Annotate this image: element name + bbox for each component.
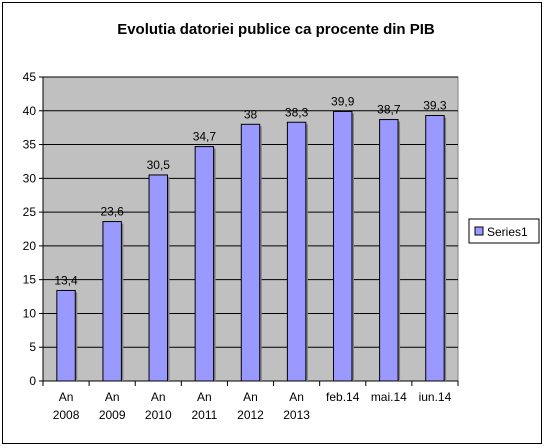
data-label: 38,3 [285, 105, 309, 119]
bar [240, 123, 261, 382]
y-tick-label: 25 [23, 205, 37, 219]
x-tick-label: 2009 [99, 408, 126, 422]
data-label: 39,3 [423, 99, 447, 113]
x-tick-label: 2010 [145, 408, 172, 422]
x-tick-label: 2011 [191, 408, 217, 422]
x-tick-label: An [151, 390, 166, 404]
y-tick-label: 45 [23, 70, 37, 84]
x-tick-label: 2013 [283, 408, 310, 422]
y-tick-label: 15 [23, 273, 37, 287]
bar [56, 289, 76, 382]
x-tick-label: An [59, 390, 74, 404]
y-tick-label: 5 [29, 340, 36, 354]
bar [102, 221, 122, 382]
x-tick-label: An [197, 390, 212, 404]
x-tick-label: feb.14 [326, 390, 360, 404]
bar-chart: Evolutia datoriei publice ca procente di… [23, 21, 540, 422]
legend-swatch [474, 226, 484, 236]
y-tick-label: 40 [23, 104, 37, 118]
x-tick-label: An [289, 390, 304, 404]
y-tick-label: 20 [23, 239, 37, 253]
data-label: 13,4 [54, 273, 78, 287]
data-label: 30,5 [147, 158, 171, 172]
x-tick-label: An [243, 390, 258, 404]
data-label: 34,7 [193, 130, 217, 144]
bar [148, 174, 169, 382]
bar [379, 119, 399, 382]
chart-title: Evolutia datoriei publice ca procente di… [117, 21, 435, 38]
x-tick-label: An [105, 390, 120, 404]
bar [425, 115, 445, 382]
bar [286, 121, 307, 382]
y-tick-label: 30 [23, 171, 37, 185]
x-tick-label: 2012 [237, 408, 264, 422]
x-tick-label: iun.14 [419, 390, 452, 404]
data-label: 38 [244, 107, 258, 121]
legend: Series1 [468, 218, 540, 244]
plot-area: 0 5 10 15 20 25 30 35 40 45 13,4 An 2008 23,6 An 2009 30… [23, 70, 459, 422]
y-tick-label: 10 [23, 306, 37, 320]
x-tick-label: mai.14 [371, 390, 407, 404]
y-tick-label: 35 [23, 138, 37, 152]
data-label: 38,7 [377, 103, 401, 117]
data-label: 23,6 [100, 205, 124, 219]
chart-frame: Evolutia datoriei publice ca procente di… [2, 2, 542, 444]
bar [333, 110, 353, 382]
legend-label: Series1 [487, 225, 528, 239]
x-tick-label: 2008 [53, 408, 80, 422]
y-tick-label: 0 [29, 374, 36, 388]
data-label: 39,9 [331, 94, 355, 108]
bar [194, 146, 215, 382]
